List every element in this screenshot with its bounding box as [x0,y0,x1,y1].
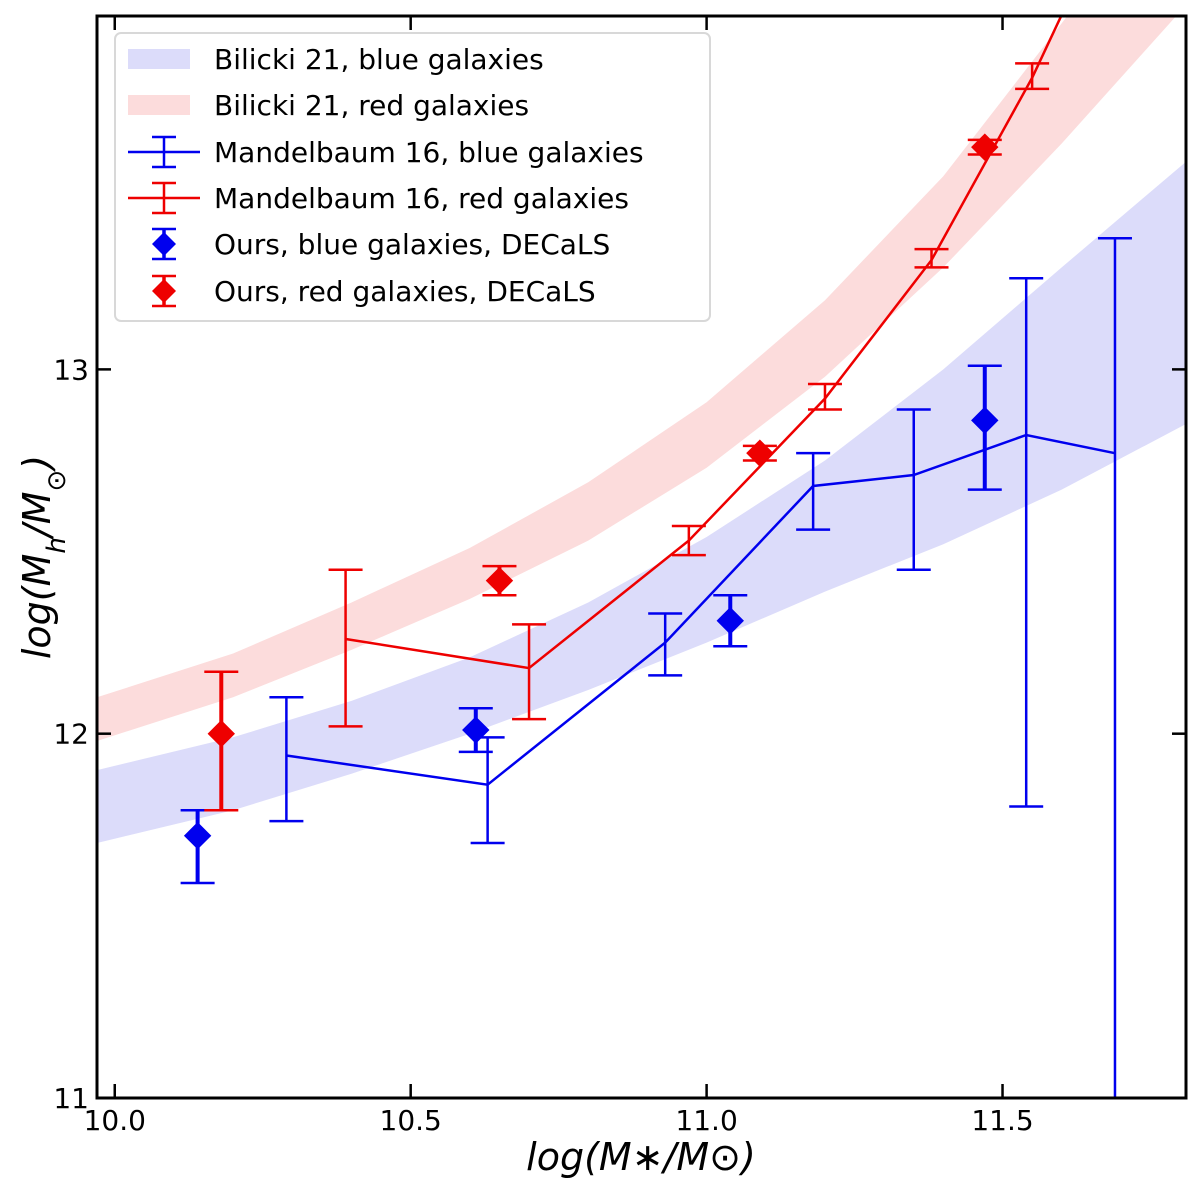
legend-label: Bilicki 21, blue galaxies [214,43,544,76]
series-3-marker-0 [207,719,235,748]
legend-box [114,32,711,322]
x-tick-label: 10.5 [380,1104,442,1137]
series-0 [269,236,1132,1098]
axis-ticks: 10.0 10.5 11.0 11.5 11 12 13 [53,16,1186,1137]
legend-label: Ours, blue galaxies, DECaLS [214,228,610,261]
series-3 [204,133,1002,812]
plot-frame [95,14,1188,1100]
legend: Bilicki 21, blue galaxies Bilicki 21, red… [114,32,711,322]
legend-item-5: Ours, red galaxies, DECaLS [152,274,596,308]
legend-label: Mandelbaum 16, blue galaxies [214,136,644,169]
legend-item-3: Mandelbaum 16, red galaxies [128,181,629,215]
series-3-marker-3 [971,133,999,161]
legend-swatch [128,95,190,115]
y-axis-label: log(Mh/M⊙) [15,455,72,659]
series-3-marker-2 [746,439,774,467]
series-2-marker-3 [971,406,999,435]
band-1 [97,16,1177,741]
legend-label: Ours, red galaxies, DECaLS [214,275,596,308]
legend-item-4: Ours, blue galaxies, DECaLS [152,227,610,261]
legend-item-2: Mandelbaum 16, blue galaxies [128,135,644,169]
series-2-marker-0 [183,821,212,850]
y-tick-label: 13 [53,353,89,386]
legend-swatch [128,49,190,69]
legend-item-0: Bilicki 21, blue galaxies [128,43,544,76]
legend-marker [152,279,176,303]
series-2-marker-2 [716,607,744,635]
series-1 [328,16,1063,728]
legend-item-1: Bilicki 21, red galaxies [128,89,529,122]
y-tick-label: 12 [53,718,89,751]
series-2-marker-1 [462,716,490,744]
legend-marker [152,232,176,256]
data-series [180,16,1132,1098]
x-tick-label: 11.5 [971,1104,1033,1137]
confidence-bands [97,16,1186,843]
legend-label: Bilicki 21, red galaxies [214,89,529,122]
series-3-marker-1 [485,566,514,595]
legend-label: Mandelbaum 16, red galaxies [214,182,629,215]
x-tick-label: 10.0 [84,1104,146,1137]
y-tick-label: 11 [53,1082,89,1115]
x-axis-label: log(M∗/M⊙) [526,1135,756,1179]
series-2 [180,364,1002,885]
x-tick-label: 11.0 [675,1104,737,1137]
band-0 [97,161,1186,843]
